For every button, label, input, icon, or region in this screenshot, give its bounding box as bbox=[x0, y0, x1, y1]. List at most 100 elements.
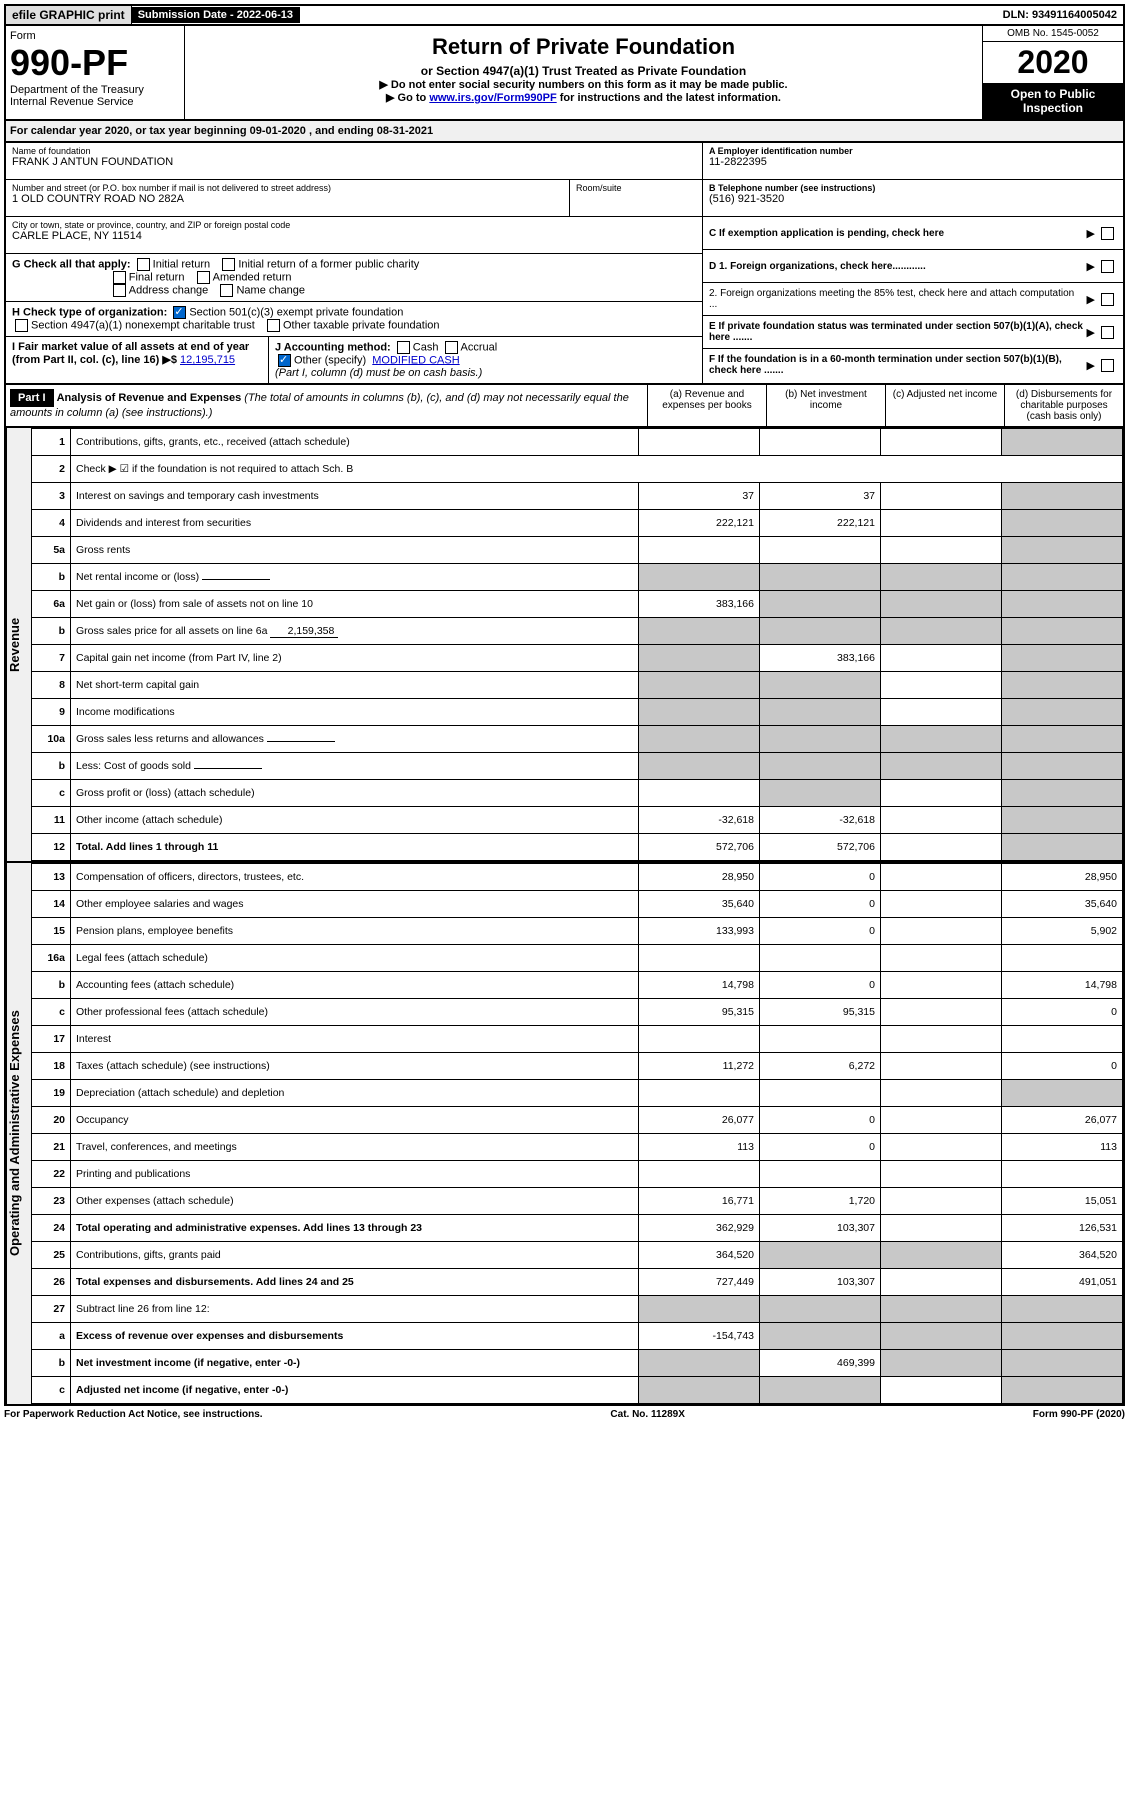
dept: Department of the Treasury bbox=[10, 84, 180, 96]
table-row: bGross sales price for all assets on lin… bbox=[32, 618, 1123, 645]
table-row: 7Capital gain net income (from Part IV, … bbox=[32, 645, 1123, 672]
table-row: 1Contributions, gifts, grants, etc., rec… bbox=[32, 429, 1123, 456]
initial-public-check[interactable] bbox=[222, 258, 235, 271]
submission-date: Submission Date - 2022-06-13 bbox=[132, 7, 300, 23]
4947-check[interactable] bbox=[15, 319, 28, 332]
table-row: bNet investment income (if negative, ent… bbox=[32, 1350, 1123, 1377]
table-row: 11Other income (attach schedule)-32,618-… bbox=[32, 807, 1123, 834]
cash-check[interactable] bbox=[397, 341, 410, 354]
part-i-header: Part I Analysis of Revenue and Expenses … bbox=[4, 385, 1125, 428]
form-ref: Form 990-PF (2020) bbox=[1033, 1409, 1125, 1420]
d2-label: 2. Foreign organizations meeting the 85%… bbox=[709, 288, 1084, 310]
irs: Internal Revenue Service bbox=[10, 96, 180, 108]
table-row: 6aNet gain or (loss) from sale of assets… bbox=[32, 591, 1123, 618]
accrual-check[interactable] bbox=[445, 341, 458, 354]
efile-print[interactable]: efile GRAPHIC print bbox=[6, 6, 132, 24]
irs-link[interactable]: www.irs.gov/Form990PF bbox=[429, 92, 556, 104]
table-row: 15Pension plans, employee benefits133,99… bbox=[32, 918, 1123, 945]
final-return-check[interactable] bbox=[113, 271, 126, 284]
table-row: cAdjusted net income (if negative, enter… bbox=[32, 1377, 1123, 1404]
e-check[interactable] bbox=[1101, 326, 1114, 339]
d1-label: D 1. Foreign organizations, check here..… bbox=[709, 261, 926, 272]
col-a: (a) Revenue and expenses per books bbox=[647, 385, 766, 426]
e-label: E If private foundation status was termi… bbox=[709, 321, 1083, 343]
section-h: H Check type of organization: Section 50… bbox=[6, 302, 702, 337]
city: CARLE PLACE, NY 11514 bbox=[12, 230, 696, 242]
table-row: 13Compensation of officers, directors, t… bbox=[32, 864, 1123, 891]
form-subtitle: or Section 4947(a)(1) Trust Treated as P… bbox=[189, 64, 978, 78]
section-i: I Fair market value of all assets at end… bbox=[6, 337, 269, 383]
f-label: F If the foundation is in a 60-month ter… bbox=[709, 354, 1062, 376]
table-row: 12Total. Add lines 1 through 11572,70657… bbox=[32, 834, 1123, 861]
section-j: J Accounting method: Cash Accrual Other … bbox=[269, 337, 702, 383]
ein-label: A Employer identification number bbox=[709, 146, 853, 156]
open-public: Open to Public Inspection bbox=[983, 83, 1123, 119]
note-ssn: ▶ Do not enter social security numbers o… bbox=[189, 78, 978, 91]
expenses-section: Operating and Administrative Expenses 13… bbox=[4, 863, 1125, 1406]
table-row: 17Interest bbox=[32, 1026, 1123, 1053]
table-row: 8Net short-term capital gain bbox=[32, 672, 1123, 699]
table-row: 9Income modifications bbox=[32, 699, 1123, 726]
table-row: 22Printing and publications bbox=[32, 1161, 1123, 1188]
expenses-table: 13Compensation of officers, directors, t… bbox=[31, 863, 1123, 1404]
addr-label: Number and street (or P.O. box number if… bbox=[12, 183, 563, 193]
f-check[interactable] bbox=[1101, 359, 1114, 372]
c-check[interactable] bbox=[1101, 227, 1114, 240]
other-method-value: MODIFIED CASH bbox=[372, 354, 459, 366]
ein: 11-2822395 bbox=[709, 156, 1117, 168]
table-row: 4Dividends and interest from securities2… bbox=[32, 510, 1123, 537]
table-row: 23Other expenses (attach schedule)16,771… bbox=[32, 1188, 1123, 1215]
table-row: 16aLegal fees (attach schedule) bbox=[32, 945, 1123, 972]
name-change-check[interactable] bbox=[220, 284, 233, 297]
revenue-table: 1Contributions, gifts, grants, etc., rec… bbox=[31, 428, 1123, 861]
initial-return-check[interactable] bbox=[137, 258, 150, 271]
table-row: 14Other employee salaries and wages35,64… bbox=[32, 891, 1123, 918]
part-label: Part I bbox=[10, 389, 54, 407]
form-title: Return of Private Foundation bbox=[189, 34, 978, 60]
table-row: 3Interest on savings and temporary cash … bbox=[32, 483, 1123, 510]
name-label: Name of foundation bbox=[12, 146, 696, 156]
note-link: ▶ Go to www.irs.gov/Form990PF for instru… bbox=[189, 91, 978, 104]
tax-year: 2020 bbox=[983, 42, 1123, 83]
table-row: bAccounting fees (attach schedule)14,798… bbox=[32, 972, 1123, 999]
other-taxable-check[interactable] bbox=[267, 319, 280, 332]
col-d: (d) Disbursements for charitable purpose… bbox=[1004, 385, 1123, 426]
fmv-value: 12,195,715 bbox=[180, 354, 235, 366]
other-method-check[interactable] bbox=[278, 354, 291, 367]
amended-check[interactable] bbox=[197, 271, 210, 284]
city-label: City or town, state or province, country… bbox=[12, 220, 696, 230]
table-row: 5aGross rents bbox=[32, 537, 1123, 564]
501c3-check[interactable] bbox=[173, 306, 186, 319]
paperwork-notice: For Paperwork Reduction Act Notice, see … bbox=[4, 1409, 263, 1420]
top-bar: efile GRAPHIC print Submission Date - 20… bbox=[4, 4, 1125, 26]
address: 1 OLD COUNTRY ROAD NO 282A bbox=[12, 193, 563, 205]
c-label: C If exemption application is pending, c… bbox=[709, 228, 944, 239]
table-row: aExcess of revenue over expenses and dis… bbox=[32, 1323, 1123, 1350]
entity-info: Name of foundation FRANK J ANTUN FOUNDAT… bbox=[4, 143, 1125, 385]
form-label: Form bbox=[10, 30, 180, 42]
col-b: (b) Net investment income bbox=[766, 385, 885, 426]
table-row: 10aGross sales less returns and allowanc… bbox=[32, 726, 1123, 753]
table-row: 26Total expenses and disbursements. Add … bbox=[32, 1269, 1123, 1296]
phone-label: B Telephone number (see instructions) bbox=[709, 183, 875, 193]
d1-check[interactable] bbox=[1101, 260, 1114, 273]
col-c: (c) Adjusted net income bbox=[885, 385, 1004, 426]
part-title: Analysis of Revenue and Expenses bbox=[57, 392, 242, 404]
omb-number: OMB No. 1545-0052 bbox=[983, 26, 1123, 42]
revenue-section: Revenue 1Contributions, gifts, grants, e… bbox=[4, 428, 1125, 863]
table-row: 20Occupancy26,077026,077 bbox=[32, 1107, 1123, 1134]
table-row: 21Travel, conferences, and meetings11301… bbox=[32, 1134, 1123, 1161]
table-row: 2Check ▶ ☑ if the foundation is not requ… bbox=[32, 456, 1123, 483]
table-row: cGross profit or (loss) (attach schedule… bbox=[32, 780, 1123, 807]
table-row: 19Depreciation (attach schedule) and dep… bbox=[32, 1080, 1123, 1107]
addr-change-check[interactable] bbox=[113, 284, 126, 297]
room-label: Room/suite bbox=[576, 183, 696, 193]
table-row: 24Total operating and administrative exp… bbox=[32, 1215, 1123, 1242]
table-row: bNet rental income or (loss) bbox=[32, 564, 1123, 591]
table-row: cOther professional fees (attach schedul… bbox=[32, 999, 1123, 1026]
d2-check[interactable] bbox=[1101, 293, 1114, 306]
foundation-name: FRANK J ANTUN FOUNDATION bbox=[12, 156, 696, 168]
dln: DLN: 93491164005042 bbox=[997, 7, 1123, 23]
phone: (516) 921-3520 bbox=[709, 193, 1117, 205]
table-row: 25Contributions, gifts, grants paid364,5… bbox=[32, 1242, 1123, 1269]
